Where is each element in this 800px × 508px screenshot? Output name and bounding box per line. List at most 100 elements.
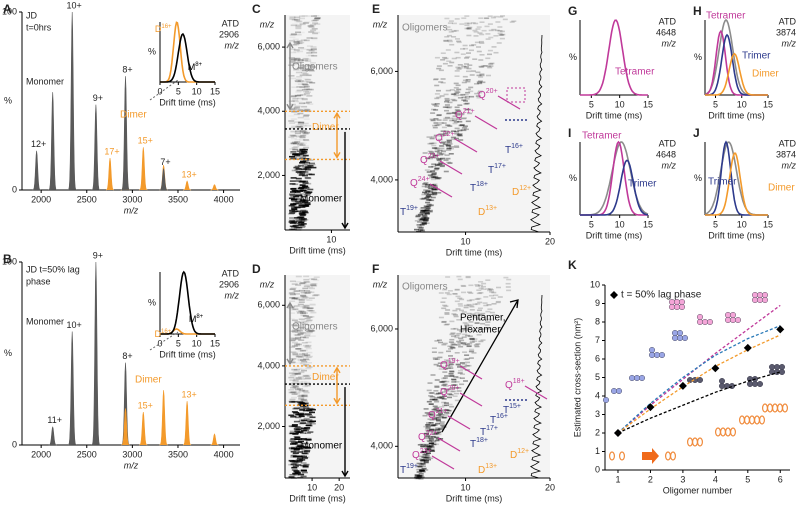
map-intensity [434, 163, 440, 166]
map-intensity [307, 286, 314, 289]
map-intensity [306, 409, 312, 411]
panel-label: K [568, 258, 577, 272]
map-intensity [434, 358, 440, 360]
map-intensity [452, 117, 458, 120]
map-intensity [298, 221, 305, 224]
map-intensity [296, 298, 303, 301]
map-intensity [450, 328, 456, 330]
map-intensity [438, 428, 444, 430]
map-intensity [440, 153, 446, 155]
map-intensity [426, 452, 431, 454]
map-intensity [454, 289, 460, 291]
map-intensity [440, 78, 446, 80]
map-intensity [443, 57, 449, 60]
map-intensity [300, 168, 307, 170]
map-intensity [456, 133, 462, 136]
map-intensity [296, 400, 303, 402]
map-intensity [299, 160, 306, 163]
ion-charge: 22+ [443, 131, 455, 138]
atd-note: 2906 [219, 279, 239, 289]
map-intensity [288, 292, 295, 294]
map-intensity [474, 284, 480, 286]
map-intensity [480, 81, 486, 84]
map-intensity [289, 48, 296, 50]
map-intensity [473, 35, 479, 37]
map-intensity [468, 350, 474, 353]
map-intensity [289, 379, 296, 381]
map-intensity [433, 156, 439, 159]
map-intensity [297, 348, 304, 350]
map-intensity [479, 21, 485, 23]
map-intensity [455, 38, 460, 40]
map-intensity [297, 198, 304, 200]
map-intensity [432, 188, 438, 191]
map-intensity [306, 37, 313, 39]
map-intensity [301, 381, 307, 383]
map-intensity [429, 428, 435, 431]
atd-note: m/z [662, 38, 677, 48]
map-intensity [424, 455, 430, 457]
map-intensity [301, 80, 308, 83]
map-intensity [312, 283, 318, 285]
map-intensity [311, 278, 318, 281]
x-axis-label: Drift time (ms) [159, 97, 216, 107]
map-intensity [424, 412, 430, 414]
map-intensity [289, 34, 296, 36]
map-intensity [304, 91, 311, 93]
map-intensity [292, 210, 299, 212]
ion-charge: 23+ [428, 153, 440, 160]
y-tick-label: 9 [595, 298, 600, 308]
map-intensity [292, 407, 299, 410]
map-intensity [307, 159, 314, 161]
map-intensity [431, 142, 437, 144]
map-intensity [429, 396, 435, 398]
map-intensity [295, 336, 302, 339]
map-intensity [305, 79, 312, 81]
map-intensity [290, 440, 297, 442]
map-intensity [439, 135, 445, 137]
map-intensity [305, 317, 311, 320]
spectrum-peak [210, 433, 219, 446]
map-intensity [291, 319, 298, 322]
map-intensity [293, 470, 300, 472]
atd-note: 3874 [776, 149, 796, 159]
legend-label: Tetramer [582, 131, 622, 142]
annotation: Monomer [300, 193, 343, 204]
map-intensity [444, 106, 450, 108]
y-tick-label: 6,000 [257, 300, 280, 310]
map-intensity [296, 89, 303, 91]
map-intensity [432, 104, 438, 106]
map-intensity [466, 312, 472, 315]
map-intensity [437, 413, 443, 416]
map-intensity [448, 373, 454, 375]
map-intensity [295, 348, 302, 350]
map-intensity [298, 102, 305, 105]
map-intensity [291, 385, 298, 387]
map-intensity [299, 203, 306, 205]
map-intensity [306, 95, 313, 97]
ion-label: Q21+ [428, 408, 448, 421]
map-intensity [288, 219, 295, 222]
x-tick-label: 2000 [31, 194, 51, 204]
map-intensity [291, 446, 298, 449]
map-intensity [299, 149, 306, 151]
map-intensity [452, 395, 458, 397]
map-intensity [418, 227, 424, 229]
map-intensity [431, 173, 437, 176]
map-intensity [457, 297, 463, 300]
map-intensity [445, 144, 451, 146]
sample-note: JD t=50% lag [26, 264, 80, 274]
map-intensity [454, 18, 460, 20]
atd-note: ATD [659, 16, 677, 26]
annotation: Oligomers [402, 23, 448, 34]
map-intensity [414, 475, 420, 478]
map-intensity [310, 48, 317, 51]
map-intensity [289, 193, 295, 195]
map-intensity [449, 370, 455, 373]
y-tick-label: 10 [590, 279, 600, 289]
map-intensity [314, 23, 321, 25]
map-intensity [299, 74, 306, 77]
ion-charge: 8+ [196, 314, 203, 320]
map-intensity [458, 345, 464, 348]
map-intensity [305, 356, 312, 359]
